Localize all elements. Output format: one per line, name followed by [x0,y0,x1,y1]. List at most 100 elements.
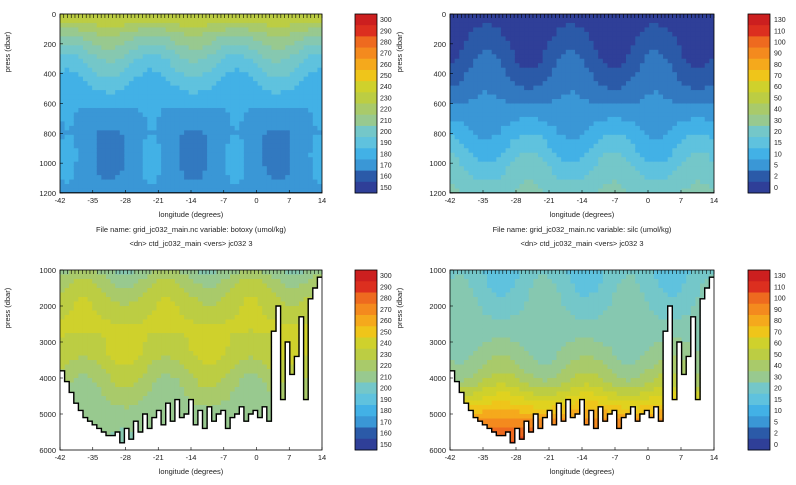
field-cell [631,175,636,180]
field-cell [529,171,534,176]
field-cell [129,41,134,46]
colorbar-segment [355,48,377,60]
field-cell [487,126,492,131]
field-cell [459,77,464,82]
field-cell [492,184,497,189]
field-cell [668,81,673,86]
field-cell [543,126,548,131]
field-cell [621,90,626,95]
field-cell [529,148,534,153]
field-cell [575,180,580,185]
field-cell [575,77,580,82]
field-cell [455,130,460,135]
field-cell [695,184,700,189]
field-cell [244,144,249,149]
field-cell [519,86,524,91]
colorbar-label: 15 [774,140,782,147]
field-cell [92,45,97,50]
field-cell [304,77,309,82]
field-cell [120,148,125,153]
field-cell [170,184,175,189]
field-cell [78,117,83,122]
field-cell [281,117,286,122]
field-cell [645,166,650,171]
field-cell [589,126,594,131]
field-cell [299,90,304,95]
field-cell [640,144,645,149]
field-cell [566,180,571,185]
field-cell [561,50,566,55]
field-cell [492,63,497,68]
field-cell [686,59,691,64]
field-cell [533,32,538,37]
field-cell [157,135,162,140]
field-cell [663,144,668,149]
field-cell [65,104,70,109]
field-cell [285,72,290,77]
field-cell [510,95,515,100]
field-cell [482,184,487,189]
field-cell [506,32,511,37]
field-cell [101,180,106,185]
field-cell [65,320,70,325]
field-cell [538,108,543,113]
field-cell [120,153,125,158]
field-cell [78,369,83,374]
field-cell [464,95,469,100]
field-cell [645,86,650,91]
field-cell [299,121,304,126]
field-cell [290,126,295,131]
y-tick-label: 800 [433,129,446,138]
field-cell [175,86,180,91]
field-cell [290,171,295,176]
field-cell [271,41,276,46]
field-cell [124,14,129,19]
field-cell [230,72,235,77]
field-cell [92,121,97,126]
field-cell [580,117,585,122]
field-cell [663,41,668,46]
field-cell [134,86,139,91]
field-cell [143,139,148,144]
field-cell [180,108,185,113]
field-cell [519,144,524,149]
field-cell [607,63,612,68]
field-cell [253,41,258,46]
field-cell [570,139,575,144]
field-cell [668,68,673,73]
field-cell [584,166,589,171]
field-cell [487,27,492,32]
field-cell [654,77,659,82]
colorbar-label: 50 [774,95,782,102]
field-cell [60,320,65,325]
field-cell [617,112,622,117]
field-cell [170,50,175,55]
field-cell [202,68,207,73]
field-cell [570,81,575,86]
field-cell [157,32,162,37]
field-cell [501,72,506,77]
field-cell [580,108,585,113]
field-cell [294,180,299,185]
field-cell [700,95,705,100]
field-cell [78,324,83,329]
field-cell [101,162,106,167]
field-cell [473,117,478,122]
field-cell [193,175,198,180]
field-cell [212,139,217,144]
field-cell [695,166,700,171]
field-cell [143,72,148,77]
field-cell [529,68,534,73]
field-cell [543,175,548,180]
field-cell [111,81,116,86]
field-cell [464,81,469,86]
field-cell [603,36,608,41]
field-cell [111,126,116,131]
field-cell [682,144,687,149]
field-cell [640,171,645,176]
field-cell [92,180,97,185]
field-cell [473,68,478,73]
field-cell [189,121,194,126]
field-cell [248,81,253,86]
